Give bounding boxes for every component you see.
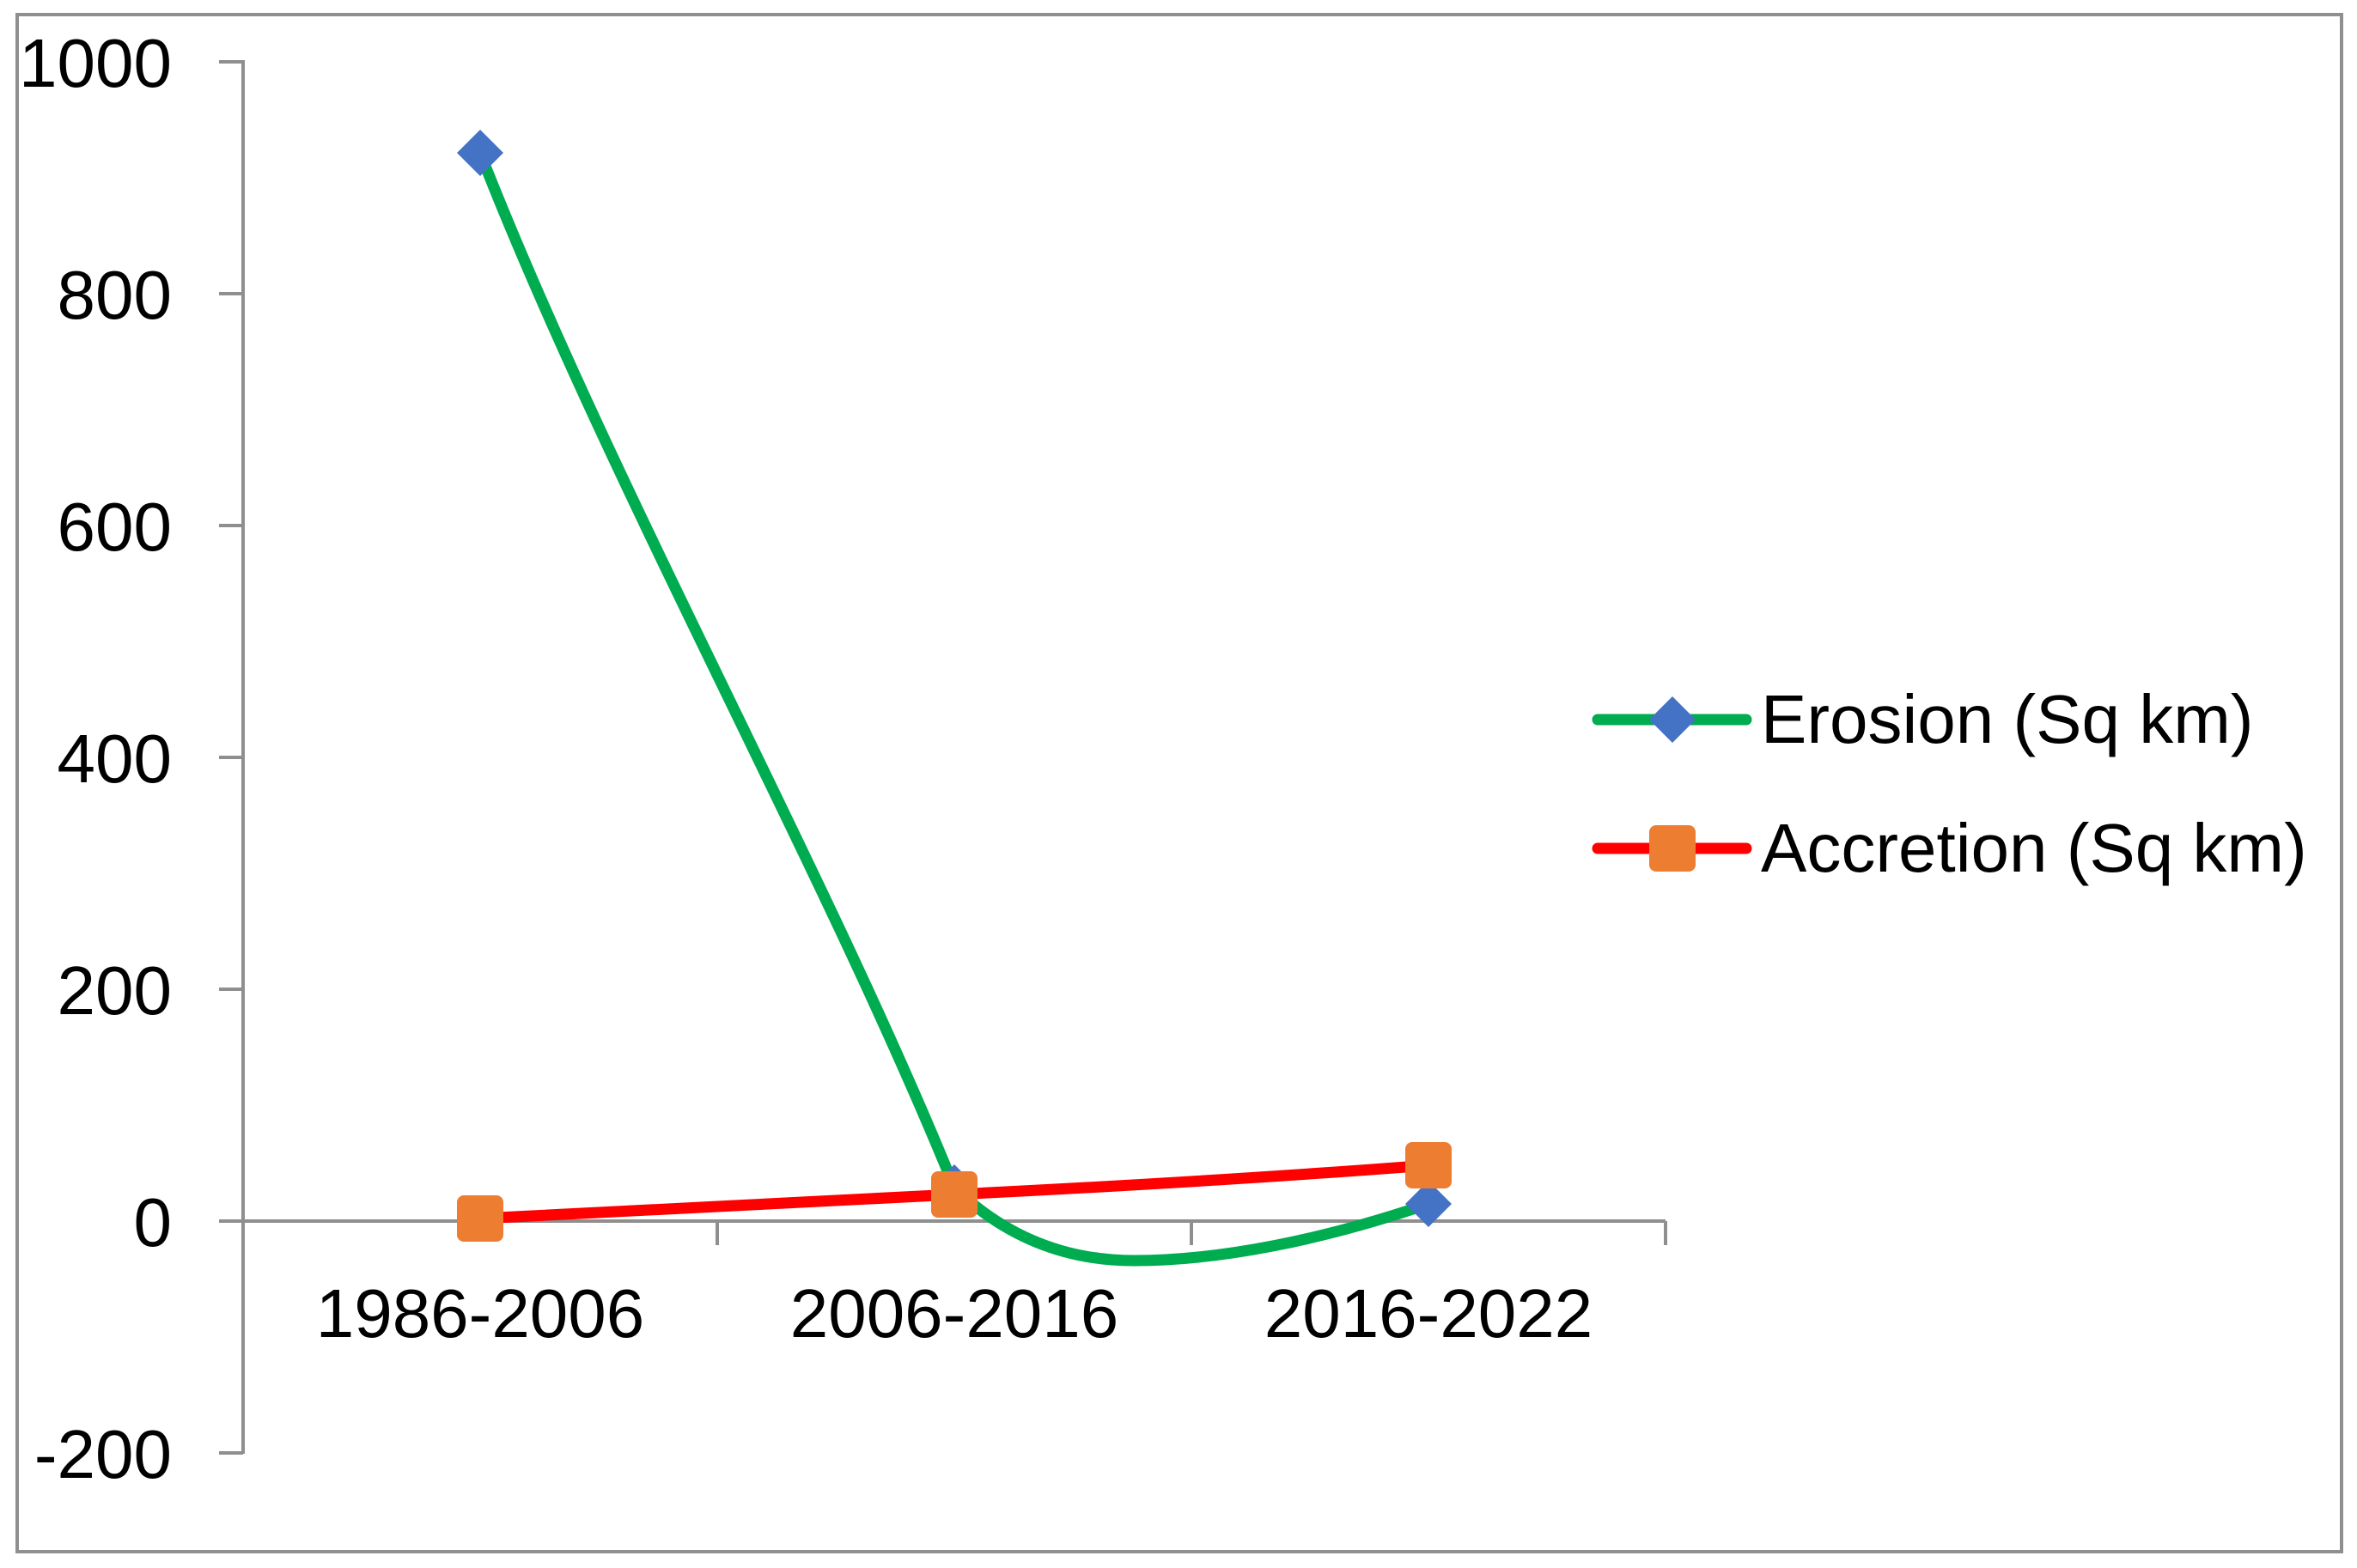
- y-tick-label: 800: [58, 257, 172, 333]
- erosion-legend-label: Erosion (Sq km): [1761, 681, 2253, 757]
- accretion-legend-label: Accretion (Sq km): [1761, 810, 2307, 886]
- erosion-marker-diamond: [1405, 1181, 1452, 1227]
- accretion-markers: [457, 1142, 1452, 1242]
- y-tick-label: 1000: [19, 25, 172, 101]
- y-tick-label: 400: [58, 720, 172, 797]
- x-category-label: 1986-2006: [316, 1275, 645, 1352]
- x-axis-labels: 1986-2006 2006-2016 2016-2022: [316, 1275, 1593, 1352]
- legend-item-erosion: Erosion (Sq km): [1592, 681, 2253, 757]
- erosion-legend-diamond-icon: [1649, 696, 1696, 743]
- erosion-marker-diamond: [457, 130, 503, 176]
- legend-item-accretion: Accretion (Sq km): [1592, 810, 2307, 886]
- y-tick-label: 0: [134, 1184, 173, 1261]
- y-tick-label: -200: [34, 1416, 172, 1492]
- x-axis-ticks: [716, 1221, 1667, 1245]
- accretion-marker-square: [1405, 1142, 1452, 1188]
- accretion-marker-square: [931, 1171, 978, 1218]
- y-axis-labels: 1000 800 600 400 200 0 -200: [19, 25, 172, 1492]
- x-category-label: 2006-2016: [790, 1275, 1119, 1352]
- y-tick-label: 600: [58, 489, 172, 565]
- x-category-label: 2016-2022: [1264, 1275, 1593, 1352]
- accretion-legend-square-icon: [1649, 825, 1696, 872]
- y-tick-label: 200: [58, 952, 172, 1029]
- legend: Erosion (Sq km) Accretion (Sq km): [1592, 681, 2307, 886]
- y-axis-ticks: [219, 60, 243, 1455]
- accretion-marker-square: [457, 1195, 503, 1242]
- chart-border: [15, 13, 2343, 1553]
- erosion-markers: [457, 130, 1452, 1227]
- erosion-line: [474, 147, 1434, 1267]
